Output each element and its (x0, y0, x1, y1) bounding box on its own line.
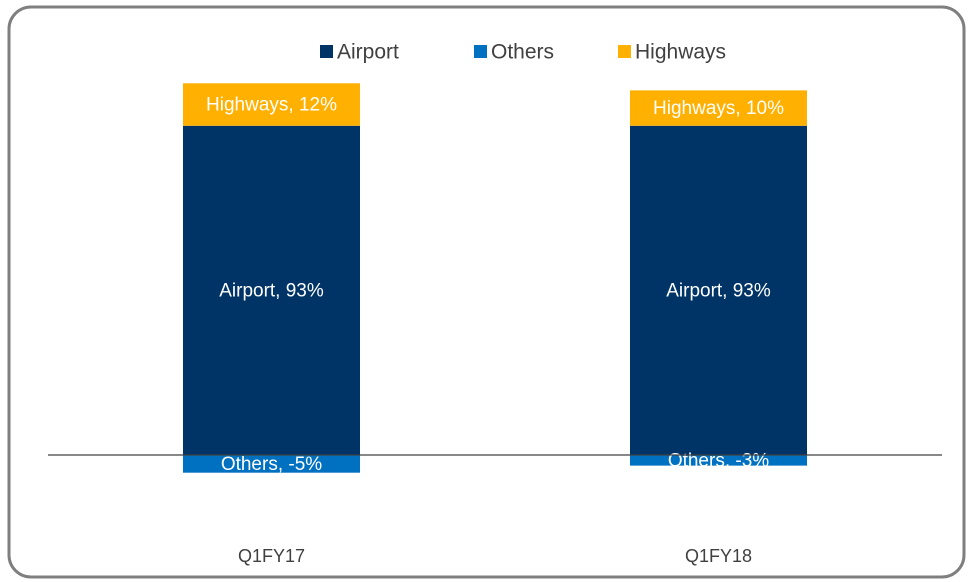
bar-segment (630, 90, 807, 126)
legend-swatch (618, 45, 631, 58)
bar-segment (183, 455, 360, 473)
x-tick-label: Q1FY17 (238, 546, 305, 566)
bar-segment (183, 83, 360, 126)
data-label: Others, -5% (221, 454, 322, 475)
bar-segment (630, 455, 807, 466)
data-label: Airport, 93% (219, 280, 324, 301)
data-label: Airport, 93% (666, 280, 771, 301)
legend-swatch (474, 45, 487, 58)
legend-label: Airport (337, 41, 399, 64)
data-label: Highways, 12% (206, 95, 337, 116)
chart-frame (7, 5, 966, 579)
data-label: Others, -3% (668, 450, 769, 471)
legend-label: Others (491, 41, 554, 64)
legend-swatch (320, 45, 333, 58)
data-label: Highways, 10% (653, 98, 784, 119)
x-tick-label: Q1FY18 (685, 546, 752, 566)
bar-segment (630, 125, 807, 455)
legend-label: Highways (635, 41, 726, 64)
bar-segment (183, 125, 360, 455)
